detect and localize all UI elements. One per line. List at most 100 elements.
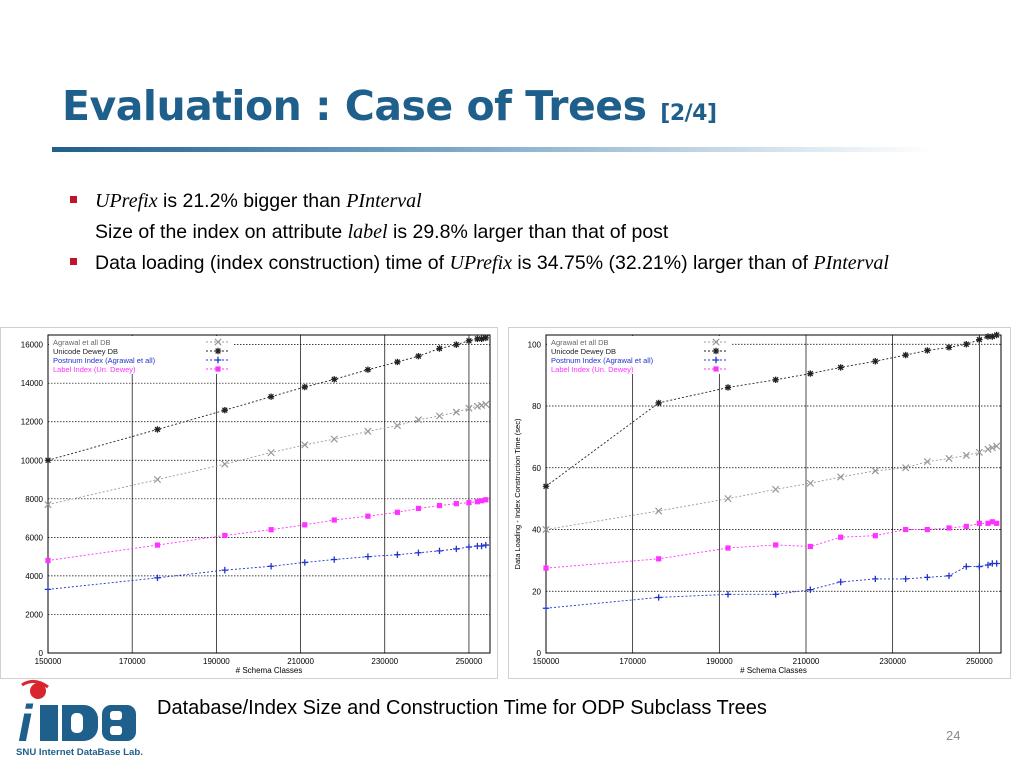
data-point bbox=[871, 467, 879, 475]
data-point bbox=[984, 445, 992, 453]
data-point bbox=[394, 358, 401, 366]
data-point bbox=[267, 448, 275, 457]
y-tick-label: 16000 bbox=[21, 341, 44, 350]
data-point bbox=[453, 501, 459, 507]
data-point bbox=[543, 565, 549, 571]
bullet-text: is 29.8% larger than that of post bbox=[387, 221, 669, 243]
title-underline bbox=[52, 147, 932, 152]
y-tick-label: 2000 bbox=[25, 610, 43, 619]
data-point bbox=[474, 335, 481, 343]
y-tick-label: 14000 bbox=[21, 379, 44, 388]
data-point bbox=[945, 344, 953, 351]
legend-box bbox=[547, 336, 732, 374]
data-point bbox=[963, 563, 970, 570]
data-point bbox=[713, 366, 719, 372]
bullet-text: PInterval bbox=[813, 252, 889, 274]
data-point bbox=[436, 345, 443, 352]
data-point bbox=[477, 401, 486, 409]
data-point bbox=[962, 451, 970, 460]
data-point bbox=[483, 497, 489, 503]
data-point bbox=[712, 356, 720, 364]
data-point bbox=[724, 384, 732, 391]
y-tick-label: 4000 bbox=[25, 572, 43, 581]
data-point bbox=[302, 522, 308, 528]
data-point bbox=[215, 366, 221, 372]
data-point bbox=[154, 542, 161, 548]
bullet-item: UPrefix is 21.2% bigger than PInterval S… bbox=[70, 186, 1000, 248]
y-tick-label: 6000 bbox=[25, 533, 43, 542]
x-tick-label: 210000 bbox=[287, 657, 314, 666]
y-tick-label: 40 bbox=[532, 526, 541, 535]
series bbox=[542, 331, 1000, 490]
data-point bbox=[924, 347, 931, 354]
data-point bbox=[903, 526, 909, 533]
data-point bbox=[214, 356, 222, 364]
x-tick-label: 250000 bbox=[966, 657, 993, 666]
x-tick-label: 150000 bbox=[533, 657, 560, 666]
data-point bbox=[331, 376, 338, 383]
data-point bbox=[712, 338, 720, 346]
x-tick-label: 250000 bbox=[456, 657, 483, 666]
legend-entry: Agrawal et all DB bbox=[53, 338, 111, 347]
y-tick-label: 12000 bbox=[21, 418, 44, 427]
data-point bbox=[268, 527, 274, 533]
data-point bbox=[772, 591, 779, 598]
data-point bbox=[655, 507, 663, 515]
data-point bbox=[482, 400, 490, 409]
legend-entry: Label Index (Un. Dewey) bbox=[551, 365, 634, 374]
data-point bbox=[976, 520, 982, 526]
index-size-chart: 0 2000 4000 6000 8000 10000 12000 14000 16000 150… bbox=[0, 327, 498, 679]
data-point bbox=[301, 559, 308, 566]
data-point bbox=[945, 454, 953, 463]
data-point bbox=[993, 560, 1000, 567]
data-point bbox=[872, 358, 879, 365]
data-point bbox=[923, 457, 931, 466]
series bbox=[44, 541, 489, 593]
data-point bbox=[772, 376, 779, 383]
data-point bbox=[394, 551, 401, 558]
logo-mark: i bbox=[18, 695, 34, 753]
legend-entry: Label Index (Un. Dewey) bbox=[53, 365, 136, 374]
bullet-text: label bbox=[347, 221, 388, 243]
data-point bbox=[214, 338, 222, 346]
series bbox=[44, 400, 490, 509]
data-point bbox=[473, 402, 481, 410]
data-point bbox=[222, 532, 228, 539]
page-number: 24 bbox=[946, 728, 961, 743]
x-tick-label: 230000 bbox=[371, 657, 398, 666]
data-point bbox=[946, 525, 952, 531]
data-point bbox=[364, 553, 372, 560]
y-tick-label: 100 bbox=[528, 340, 542, 349]
x-tick-label: 210000 bbox=[793, 657, 820, 666]
construction-time-chart: 0 20 40 60 80 100 150000 170000 190000 210000 2300… bbox=[508, 327, 1011, 679]
bullet-text: UPrefix bbox=[449, 252, 513, 274]
bullet-text: Data loading (index construction) time o… bbox=[95, 252, 450, 274]
data-point bbox=[478, 542, 485, 550]
data-point bbox=[945, 572, 953, 580]
data-point bbox=[656, 556, 662, 562]
series bbox=[45, 497, 489, 564]
data-point bbox=[393, 421, 402, 430]
plot-border bbox=[47, 334, 491, 654]
data-point bbox=[478, 498, 485, 504]
y-tick-label: 80 bbox=[532, 402, 541, 411]
data-point bbox=[435, 412, 444, 420]
data-point bbox=[807, 370, 814, 377]
bullet-text: UPrefix bbox=[95, 190, 158, 212]
data-point bbox=[872, 575, 879, 583]
x-tick-label: 170000 bbox=[119, 657, 146, 666]
idb-logo: i SNU Internet DataBase Lab. bbox=[16, 680, 143, 758]
data-point bbox=[655, 399, 662, 407]
data-point bbox=[924, 526, 930, 533]
y-tick-label: 0 bbox=[39, 649, 44, 658]
data-point bbox=[415, 353, 422, 360]
series bbox=[44, 334, 489, 464]
y-tick-label: 8000 bbox=[25, 495, 43, 504]
plot-border bbox=[545, 334, 1002, 654]
legend-entry: Agrawal et all DB bbox=[551, 338, 609, 347]
data-point bbox=[902, 464, 910, 472]
legend-entry: Postnum Index (Agrawal et all) bbox=[551, 356, 654, 365]
legend-box bbox=[49, 336, 234, 374]
x-tick-label: 190000 bbox=[203, 657, 230, 666]
